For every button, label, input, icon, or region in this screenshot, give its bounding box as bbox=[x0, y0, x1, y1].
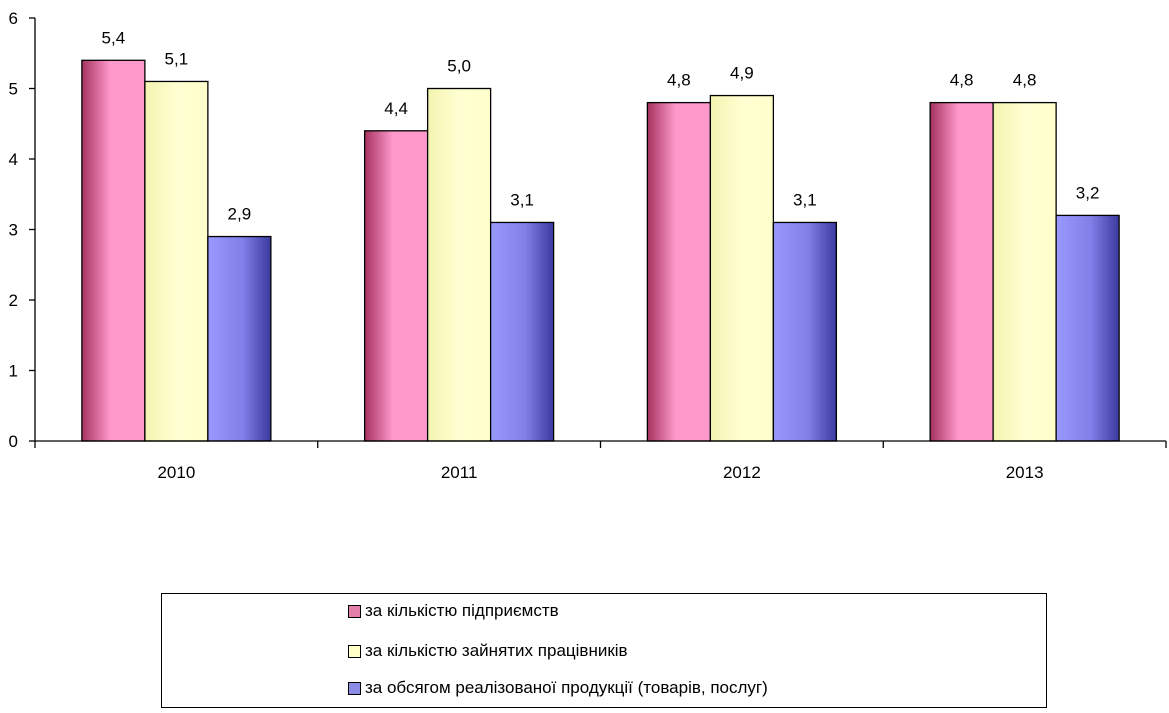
legend-label: за кількістю зайнятих працівників bbox=[365, 641, 628, 660]
bar-2010-series-2 bbox=[144, 80, 209, 442]
bar-2011-series-3 bbox=[489, 221, 555, 442]
bar-2011-series-2 bbox=[426, 87, 492, 442]
bar-2013-series-3 bbox=[1055, 214, 1120, 442]
legend-label: за кількістю підприємств bbox=[365, 601, 559, 620]
data-label: 4,8 bbox=[950, 71, 974, 90]
x-tick-label: 2011 bbox=[441, 463, 478, 482]
data-label: 5,4 bbox=[102, 28, 126, 47]
legend-swatch bbox=[348, 681, 361, 695]
data-label: 5,0 bbox=[447, 57, 471, 76]
y-tick-label: 0 bbox=[9, 432, 18, 451]
y-tick-label: 2 bbox=[9, 291, 18, 310]
legend-swatch bbox=[348, 644, 361, 658]
data-label: 4,9 bbox=[730, 64, 754, 83]
data-label: 4,8 bbox=[1013, 71, 1037, 90]
data-label: 3,2 bbox=[1076, 183, 1100, 202]
data-label: 4,4 bbox=[384, 99, 408, 118]
bar-2012-series-1 bbox=[646, 101, 712, 442]
legend-item-enterprises: за кількістю підприємств bbox=[348, 600, 559, 622]
legend-item-sales: за обсягом реалізованої продукції (товар… bbox=[348, 677, 768, 699]
x-tick-label: 2010 bbox=[157, 463, 195, 482]
legend-label: за обсягом реалізованої продукції (товар… bbox=[365, 678, 768, 697]
data-label: 3,1 bbox=[793, 190, 817, 209]
bar-2012-series-2 bbox=[709, 94, 775, 442]
data-label: 4,8 bbox=[667, 71, 691, 90]
legend: за кількістю підприємств за кількістю за… bbox=[161, 593, 1047, 708]
bar-2012-series-3 bbox=[772, 221, 838, 442]
y-tick-label: 1 bbox=[9, 362, 18, 381]
bar-2010-series-1 bbox=[81, 59, 146, 442]
legend-swatch bbox=[348, 604, 361, 618]
data-label: 3,1 bbox=[510, 190, 534, 209]
data-label: 5,1 bbox=[165, 49, 189, 68]
bar-2011-series-1 bbox=[363, 130, 429, 442]
bar-2013-series-2 bbox=[992, 101, 1057, 442]
y-tick-label: 5 bbox=[9, 80, 18, 99]
y-tick-label: 3 bbox=[9, 221, 18, 240]
bar-2013-series-1 bbox=[929, 101, 994, 442]
x-tick-label: 2013 bbox=[1006, 463, 1044, 482]
x-tick-label: 2012 bbox=[723, 463, 761, 482]
bar-2010-series-3 bbox=[207, 235, 272, 442]
legend-item-employees: за кількістю зайнятих працівників bbox=[348, 640, 628, 662]
y-tick-label: 6 bbox=[9, 9, 18, 28]
data-label: 2,9 bbox=[228, 205, 252, 224]
y-tick-label: 4 bbox=[9, 150, 18, 169]
